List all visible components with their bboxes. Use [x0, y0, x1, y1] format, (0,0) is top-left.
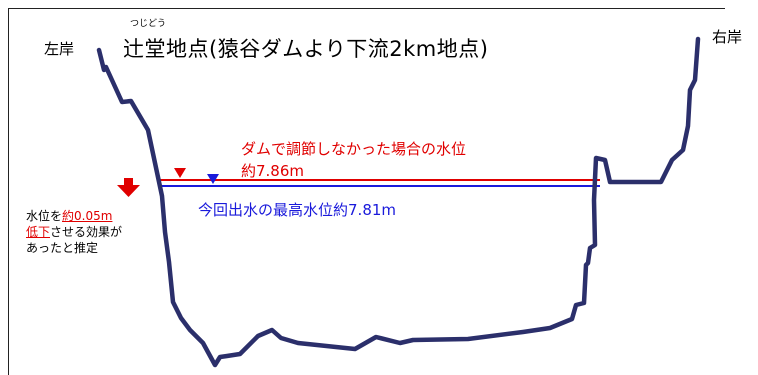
effect-note-prefix: 水位を	[26, 209, 63, 223]
effect-note-decrease: 低下	[26, 225, 51, 239]
without-dam-level-value: 約7.86m	[241, 162, 305, 180]
effect-note-line-3: あったと推定	[26, 241, 99, 255]
frame-left-border	[8, 8, 9, 375]
actual-level-label: 今回出水の最高水位約7.81m	[198, 201, 397, 219]
title-ruby: つじどう	[130, 19, 167, 29]
effect-note-line-1: 水位を約0.05m	[26, 208, 122, 224]
frame-top-border	[8, 8, 725, 9]
blue-level-marker-icon	[207, 174, 219, 184]
riverbed-profile	[96, 36, 701, 368]
without-dam-label: ダムで調節しなかった場合の水位	[241, 140, 467, 158]
right-bank-label: 右岸	[712, 28, 743, 46]
effect-note-line-2: 低下させる効果が	[26, 224, 122, 240]
diagram-title: 辻堂地点(猿谷ダムより下流2km地点)	[123, 37, 489, 61]
down-arrow-icon	[117, 178, 140, 197]
left-bank-label: 左岸	[44, 40, 75, 58]
red-level-marker-icon	[174, 168, 186, 178]
effect-note: 水位を約0.05m 低下させる効果が あったと推定	[26, 208, 122, 256]
effect-note-suffix: させる効果が	[50, 225, 123, 239]
effect-note-amount: 約0.05m	[62, 209, 113, 223]
